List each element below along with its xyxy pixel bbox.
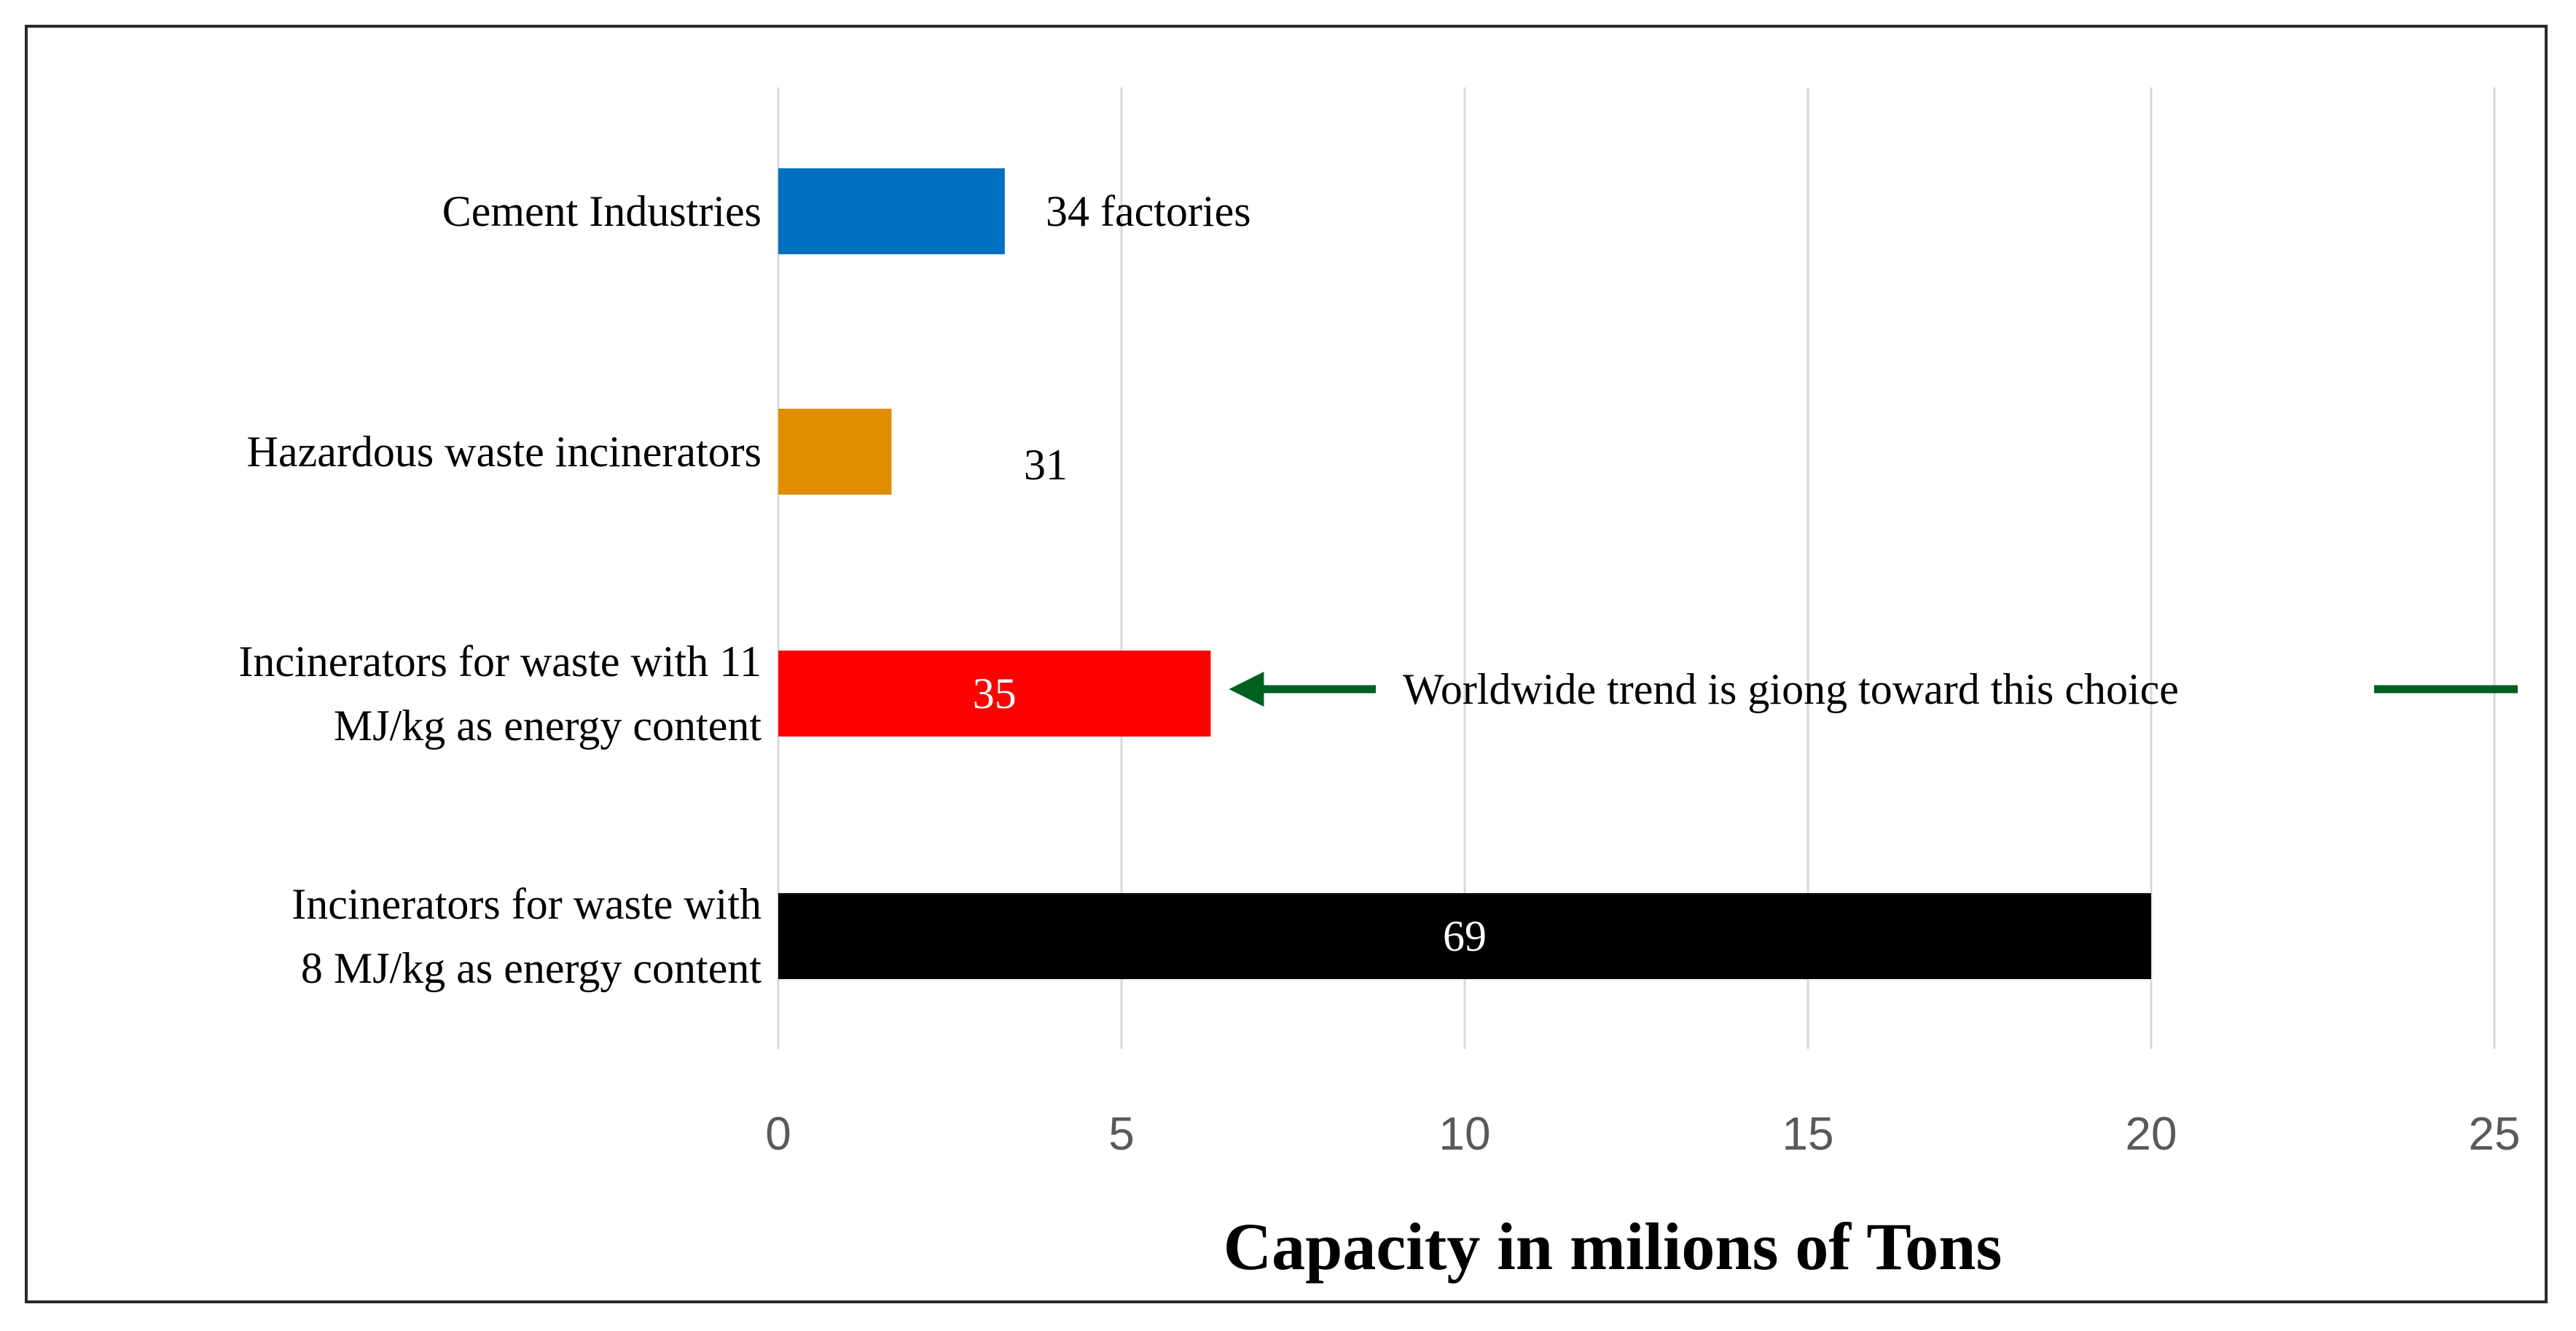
- bar-3: [778, 893, 2151, 979]
- x-axis-title: Capacity in milions of Tons: [1224, 1209, 2003, 1284]
- bars: [778, 168, 2151, 979]
- x-tick-label-0: 0: [765, 1107, 791, 1160]
- category-labels: Cement Industries Hazardous waste inciner…: [238, 187, 762, 992]
- bar-2: [778, 651, 1211, 737]
- bar-0: [778, 168, 1005, 254]
- x-tick-labels: 0 5 10 15 20 25: [765, 1107, 2520, 1160]
- category-label-3-1: 8 MJ/kg as energy content: [301, 944, 762, 992]
- x-tick-label-1: 5: [1108, 1107, 1135, 1160]
- x-tick-label-3: 15: [1782, 1107, 1833, 1160]
- chart-frame: [25, 25, 2548, 1303]
- x-tick-label-2: 10: [1438, 1107, 1490, 1160]
- x-tick-label-4: 20: [2125, 1107, 2177, 1160]
- x-tick-label-5: 25: [2468, 1107, 2520, 1160]
- annotation: Worldwide trend is giong toward this cho…: [1229, 665, 2518, 713]
- category-label-1-0: Hazardous waste incinerators: [247, 428, 762, 476]
- category-label-2-0: Incinerators for waste with 11: [238, 637, 762, 686]
- category-label-0-0: Cement Industries: [442, 187, 762, 235]
- annotation-arrow-head: [1229, 672, 1264, 707]
- data-label-0: 34 factories: [1046, 187, 1251, 235]
- bar-1: [778, 409, 892, 495]
- data-labels: 34 factories 31 35 69: [973, 187, 1487, 960]
- data-label-1: 31: [1024, 441, 1068, 489]
- data-label-3: 69: [1443, 912, 1487, 960]
- category-label-3-0: Incinerators for waste with: [291, 880, 762, 928]
- data-label-2: 35: [973, 670, 1017, 718]
- category-label-2-1: MJ/kg as energy content: [334, 702, 762, 750]
- annotation-text: Worldwide trend is giong toward this cho…: [1403, 665, 2179, 713]
